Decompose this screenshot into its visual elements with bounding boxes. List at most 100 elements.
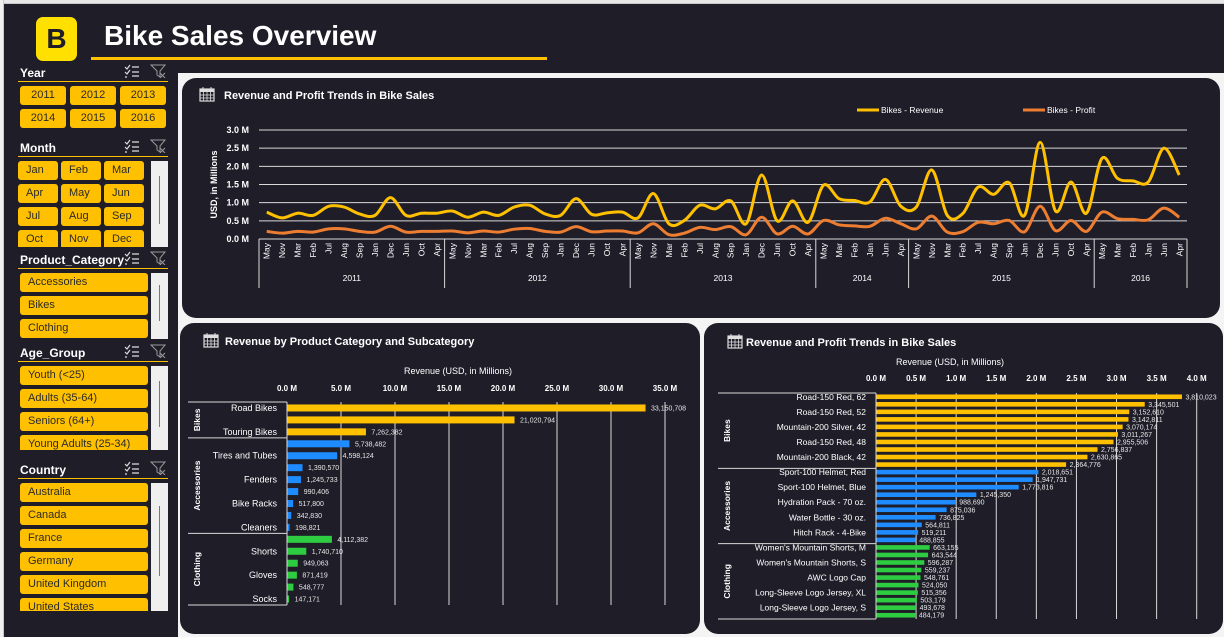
calendar-icon xyxy=(199,87,215,102)
data-label: 519,211 xyxy=(922,530,947,537)
slicer-item[interactable]: Dec xyxy=(104,230,144,247)
slicer-item[interactable]: 2016 xyxy=(120,109,166,128)
data-label: 21,020,794 xyxy=(520,417,555,424)
bar xyxy=(287,428,366,436)
slicer-item[interactable]: Youth (<25) xyxy=(20,366,148,385)
scrollbar-thumb[interactable] xyxy=(159,506,160,577)
x-tick-label: Jan xyxy=(1020,243,1030,257)
slicer-item[interactable]: Adults (35-64) xyxy=(20,389,148,408)
x-tick-label: Jun xyxy=(1051,243,1061,257)
y-tick-label: 1.5 M xyxy=(226,180,249,190)
chart-title: Revenue and Profit Trends in Bike Sales xyxy=(224,90,434,102)
slicer-item[interactable]: Jul xyxy=(18,207,58,226)
category-label: Sport-100 Helmet, Red xyxy=(779,467,866,477)
slicer-item[interactable]: Apr xyxy=(18,184,58,203)
data-label: 342,830 xyxy=(297,513,322,520)
slicer-scrollbar[interactable] xyxy=(151,161,168,247)
y-axis-title: USD, in Millions xyxy=(209,150,219,218)
slicer-item[interactable]: France xyxy=(20,529,148,548)
slicer-header: Age_Group xyxy=(18,344,168,362)
data-label: 2,018,651 xyxy=(1042,470,1073,477)
x-tick-label: Jul xyxy=(973,243,983,254)
data-label: 524,050 xyxy=(922,583,947,590)
slicer-item[interactable]: Jun xyxy=(104,184,144,203)
slicer-scrollbar[interactable] xyxy=(151,366,168,450)
y-tick-label: 3.0 M xyxy=(226,125,249,135)
x-tick-label: Jun xyxy=(880,243,890,257)
slicer-item[interactable]: United States xyxy=(20,598,148,611)
data-label: 736,825 xyxy=(939,515,964,522)
scrollbar-thumb[interactable] xyxy=(159,284,160,322)
x-tick-label: Aug xyxy=(339,243,349,258)
bar xyxy=(287,595,290,603)
slicer-item[interactable]: Seniors (64+) xyxy=(20,412,148,431)
x-tick-label: May xyxy=(911,242,921,259)
x-tick-label: Oct xyxy=(788,242,798,256)
slicer-item[interactable]: Jan xyxy=(18,161,58,180)
clear-filter-icon[interactable] xyxy=(150,251,166,265)
slicer-item[interactable]: Bikes xyxy=(20,296,148,315)
data-label: 2,756,837 xyxy=(1101,447,1132,454)
slicer-item[interactable]: Young Adults (25-34) xyxy=(20,435,148,450)
slicer-item[interactable]: May xyxy=(61,184,101,203)
x-tick-label: Aug xyxy=(989,243,999,258)
slicer-scrollbar[interactable] xyxy=(151,273,168,339)
multi-select-icon[interactable] xyxy=(124,64,140,78)
slicer-item[interactable]: Nov xyxy=(61,230,101,247)
data-label: 515,356 xyxy=(921,590,946,597)
scrollbar-thumb[interactable] xyxy=(159,176,160,224)
x-tick-label: Sep xyxy=(1004,243,1014,258)
slicer-item[interactable]: 2011 xyxy=(20,86,66,105)
category-label: Shorts xyxy=(251,546,278,556)
slicer-scrollbar[interactable] xyxy=(151,483,168,611)
slicer-item[interactable]: 2013 xyxy=(120,86,166,105)
data-label: 3,345,501 xyxy=(1148,402,1179,409)
clear-filter-icon[interactable] xyxy=(150,139,166,153)
bar xyxy=(876,424,1123,430)
multi-select-icon[interactable] xyxy=(124,344,140,358)
multi-select-icon[interactable] xyxy=(124,139,140,153)
x-tick-label: Jan xyxy=(1143,243,1153,257)
slicer-product-category: Product_Category Accessories Bikes Clothing xyxy=(18,251,168,339)
clear-filter-icon[interactable] xyxy=(150,344,166,358)
bar xyxy=(876,499,956,505)
slicer-item[interactable]: 2012 xyxy=(70,86,116,105)
x-tick-label: Mar xyxy=(1112,243,1122,258)
slicer-item[interactable]: Clothing xyxy=(20,319,148,338)
group-label: Accessories xyxy=(192,460,202,510)
multi-select-icon[interactable] xyxy=(124,251,140,265)
multi-select-icon[interactable] xyxy=(124,461,140,475)
scrollbar-thumb[interactable] xyxy=(159,381,160,428)
category-label: Mountain-200 Silver, 42 xyxy=(777,422,867,432)
slicer-item[interactable]: Oct xyxy=(18,230,58,247)
slicer-item[interactable]: Sep xyxy=(104,207,144,226)
slicer-item[interactable]: Aug xyxy=(61,207,101,226)
x-tick-label: May xyxy=(447,242,457,259)
bar xyxy=(876,492,977,497)
x-tick-label: 0.0 M xyxy=(277,384,297,393)
x-tick-label: Oct xyxy=(416,242,426,256)
slicer-item[interactable]: Germany xyxy=(20,552,148,571)
clear-filter-icon[interactable] xyxy=(150,64,166,78)
bar xyxy=(876,447,1098,452)
slicer-item[interactable]: United Kingdom xyxy=(20,575,148,594)
data-label: 3,070,174 xyxy=(1126,424,1157,431)
slicer-year: Year 2011 2012 2013 2014 2015 2016 xyxy=(18,64,168,132)
bar xyxy=(876,432,1118,437)
slicer-item[interactable]: Australia xyxy=(20,483,148,502)
x-tick-label: Mar xyxy=(664,243,674,258)
bar xyxy=(876,552,929,558)
slicer-item[interactable]: 2015 xyxy=(70,109,116,128)
slicer-item[interactable]: Canada xyxy=(20,506,148,525)
slicer-item[interactable]: 2014 xyxy=(20,109,66,128)
slicer-item[interactable]: Feb xyxy=(61,161,101,180)
bar xyxy=(287,571,297,579)
clear-filter-icon[interactable] xyxy=(150,461,166,475)
slicer-item[interactable]: Mar xyxy=(104,161,144,180)
slicer-item[interactable]: Accessories xyxy=(20,273,148,292)
data-label: 596,287 xyxy=(928,560,953,567)
bar xyxy=(287,416,515,424)
spreadsheet-row-header xyxy=(0,0,4,637)
data-label: 7,262,382 xyxy=(371,429,402,436)
